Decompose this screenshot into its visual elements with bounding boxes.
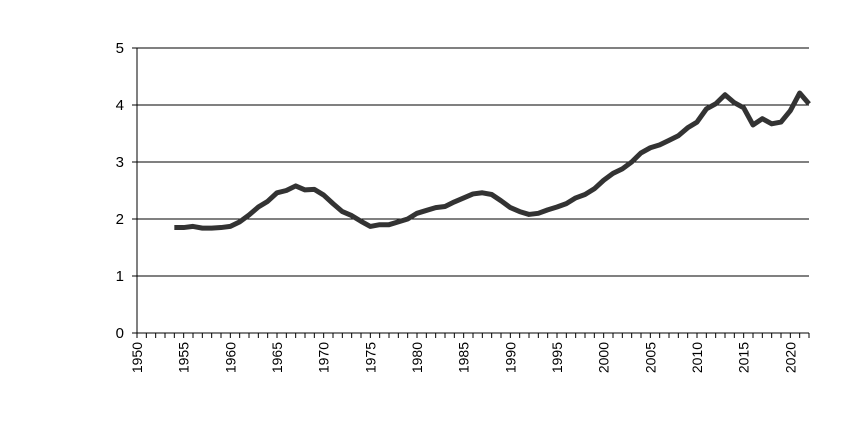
series-layer xyxy=(174,90,811,231)
x-tick-label-1995: 1995 xyxy=(549,342,565,373)
x-tick-label-1965: 1965 xyxy=(269,342,285,373)
x-tick-label-2020: 2020 xyxy=(782,342,798,373)
y-tick-label-0: 0 xyxy=(116,325,124,342)
y-tick-label-4: 4 xyxy=(116,97,124,114)
x-tick-label-2000: 2000 xyxy=(596,342,612,373)
x-tick-label-1950: 1950 xyxy=(129,342,145,373)
x-tick-label-2010: 2010 xyxy=(689,342,705,373)
y-tick-label-1: 1 xyxy=(116,268,124,285)
x-tick-label-1980: 1980 xyxy=(409,342,425,373)
x-tick-label-1955: 1955 xyxy=(176,342,192,373)
x-tick-label-1985: 1985 xyxy=(456,342,472,373)
series-line-0 xyxy=(174,90,811,231)
y-tick-label-5: 5 xyxy=(116,40,124,57)
x-tick-label-1970: 1970 xyxy=(316,342,332,373)
gridlines xyxy=(137,47,809,277)
x-tick-label-1975: 1975 xyxy=(362,342,378,373)
axes xyxy=(132,47,810,338)
tick-labels: 0 1 2 3 4 5 1950 1955 1960 1965 1970 1975 1980 1985 19… xyxy=(116,40,799,373)
x-tick-label-1990: 1990 xyxy=(502,342,518,373)
x-tick-label-2005: 2005 xyxy=(642,342,658,373)
y-tick-label-3: 3 xyxy=(116,154,124,171)
x-tick-label-1960: 1960 xyxy=(222,342,238,373)
y-tick-label-2: 2 xyxy=(116,211,124,228)
x-tick-label-2015: 2015 xyxy=(736,342,752,373)
